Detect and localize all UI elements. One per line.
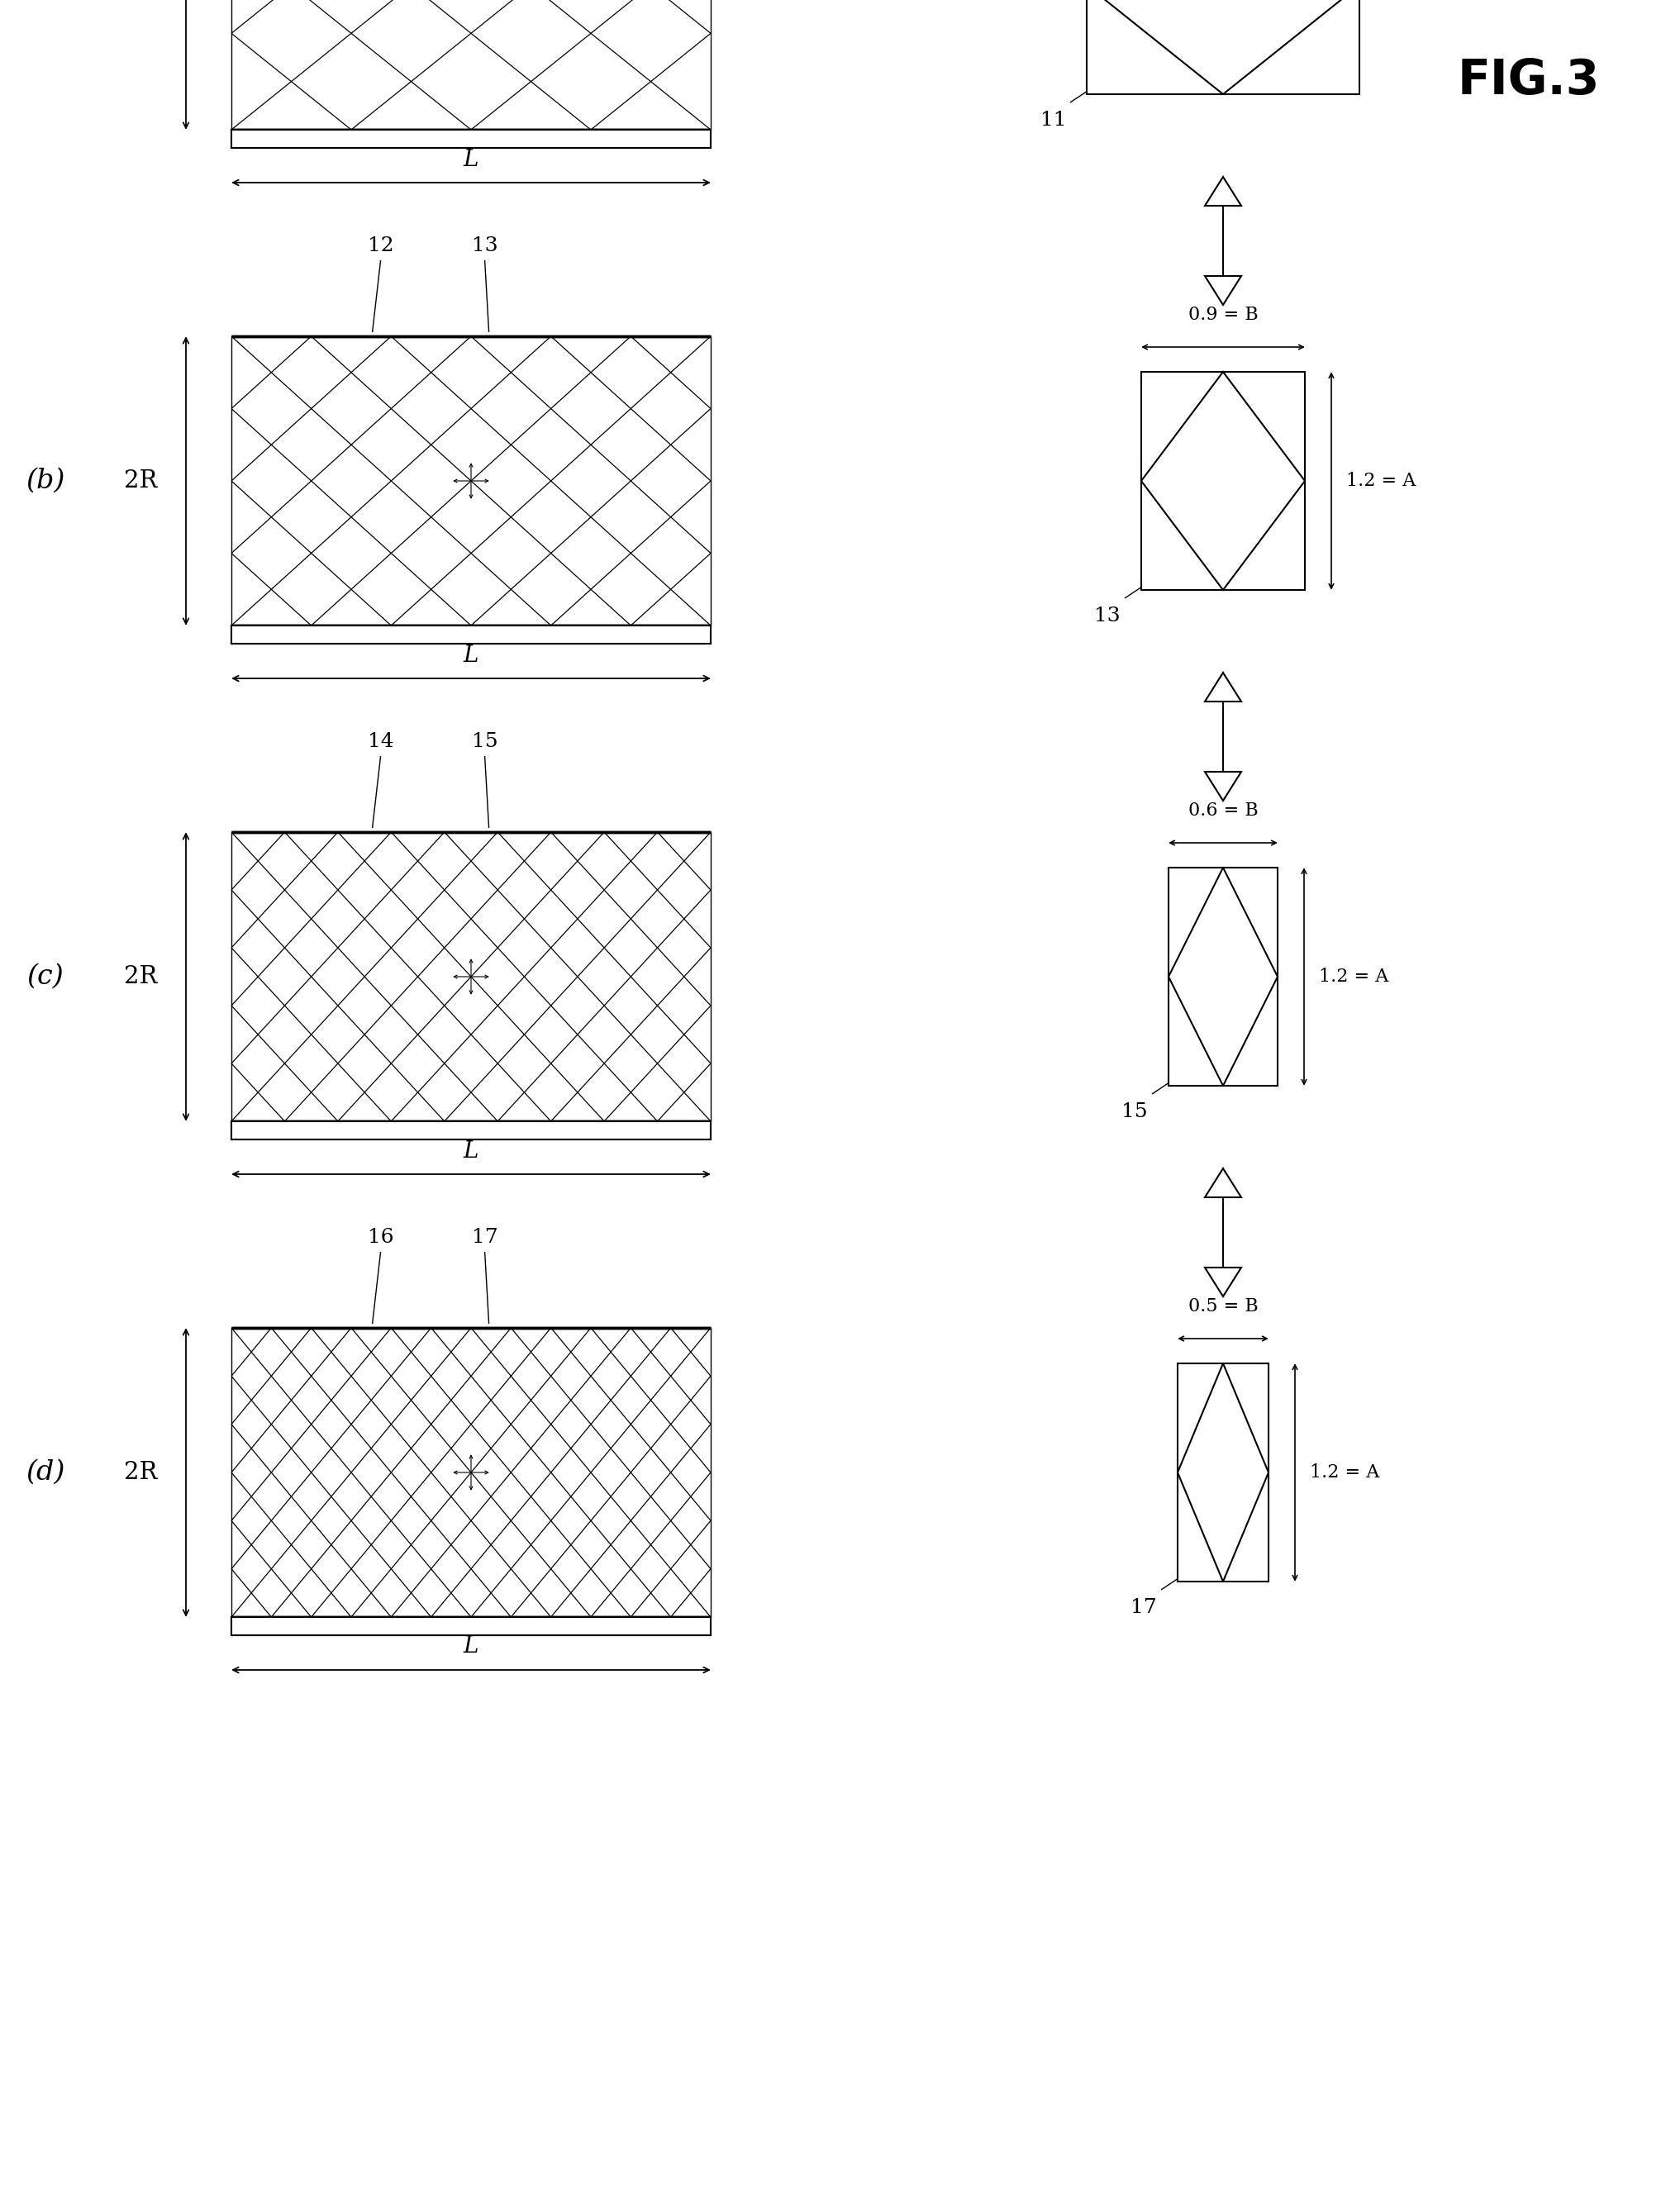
Polygon shape xyxy=(1205,276,1241,305)
Text: L: L xyxy=(463,1635,478,1659)
Text: 15: 15 xyxy=(1121,1102,1148,1121)
Text: (c): (c) xyxy=(27,964,63,991)
Text: 17: 17 xyxy=(471,1228,498,1248)
Polygon shape xyxy=(1168,867,1278,1086)
Polygon shape xyxy=(1178,1363,1268,1582)
Text: 1.2 = A: 1.2 = A xyxy=(1319,967,1388,987)
Bar xyxy=(232,131,711,148)
Bar xyxy=(1141,372,1304,591)
Text: (b): (b) xyxy=(27,467,65,493)
Text: 2R: 2R xyxy=(123,469,157,493)
Bar xyxy=(1178,1363,1268,1582)
Polygon shape xyxy=(1141,372,1304,591)
Bar xyxy=(1168,867,1278,1086)
Text: 2R: 2R xyxy=(123,964,157,989)
Text: 1.2 = A: 1.2 = A xyxy=(1346,471,1416,491)
Polygon shape xyxy=(1205,1267,1241,1296)
Polygon shape xyxy=(1205,772,1241,801)
Text: 2R: 2R xyxy=(123,1460,157,1484)
Bar xyxy=(232,1617,711,1635)
Text: 14: 14 xyxy=(368,732,393,750)
Text: 15: 15 xyxy=(471,732,498,750)
Text: L: L xyxy=(463,644,478,666)
Text: 12: 12 xyxy=(368,237,393,254)
Polygon shape xyxy=(1086,0,1359,95)
Text: L: L xyxy=(463,1139,478,1161)
Bar xyxy=(232,1121,711,1139)
Polygon shape xyxy=(1205,1168,1241,1197)
Text: 11: 11 xyxy=(1040,111,1066,131)
Text: 0.9 = B: 0.9 = B xyxy=(1188,305,1258,323)
Bar xyxy=(232,626,711,644)
Text: 16: 16 xyxy=(368,1228,393,1248)
Text: (d): (d) xyxy=(27,1460,65,1486)
Bar xyxy=(232,1617,711,1635)
Text: 13: 13 xyxy=(1095,606,1121,626)
Bar xyxy=(232,131,711,148)
Text: 13: 13 xyxy=(471,237,498,254)
Text: 17: 17 xyxy=(1131,1597,1156,1617)
Bar xyxy=(232,626,711,644)
Bar xyxy=(232,1121,711,1139)
Text: 0.6 = B: 0.6 = B xyxy=(1188,801,1258,821)
Text: 1.2 = A: 1.2 = A xyxy=(1309,1464,1379,1482)
Polygon shape xyxy=(1205,672,1241,701)
Polygon shape xyxy=(1205,177,1241,206)
Text: L: L xyxy=(463,148,478,170)
Text: 0.5 = B: 0.5 = B xyxy=(1188,1296,1258,1316)
Text: FIG.3: FIG.3 xyxy=(1458,58,1599,104)
Bar xyxy=(1086,0,1359,95)
